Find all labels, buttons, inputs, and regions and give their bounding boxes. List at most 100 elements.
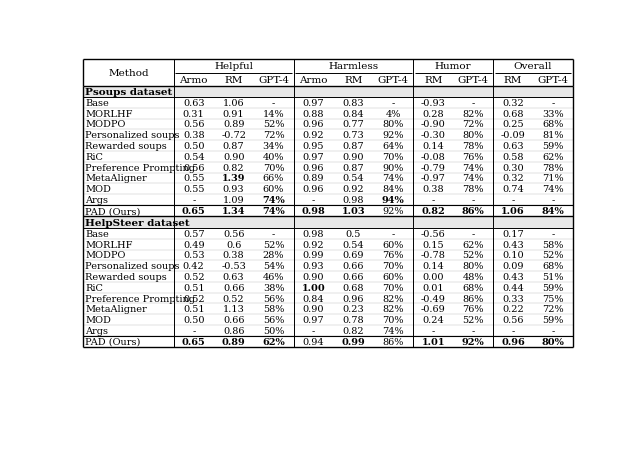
Text: 0.98: 0.98 <box>342 196 364 205</box>
Text: 62%: 62% <box>542 152 564 161</box>
Text: 0.00: 0.00 <box>422 272 444 281</box>
Text: -0.53: -0.53 <box>221 262 246 271</box>
Text: 0.97: 0.97 <box>303 152 324 161</box>
Text: -: - <box>472 229 475 238</box>
Text: -: - <box>551 326 555 335</box>
Text: 0.55: 0.55 <box>183 185 205 194</box>
Text: 0.50: 0.50 <box>183 142 205 151</box>
Text: 0.5: 0.5 <box>346 229 361 238</box>
Text: 0.28: 0.28 <box>422 109 444 119</box>
Text: -0.69: -0.69 <box>421 305 445 314</box>
Text: 0.73: 0.73 <box>342 131 364 140</box>
Text: 0.88: 0.88 <box>303 109 324 119</box>
Text: Psoups dataset: Psoups dataset <box>85 88 173 97</box>
Text: -0.09: -0.09 <box>500 131 525 140</box>
Text: 0.87: 0.87 <box>342 142 364 151</box>
Text: 0.65: 0.65 <box>182 207 205 216</box>
Text: 68%: 68% <box>542 262 564 271</box>
Text: 52%: 52% <box>542 251 564 260</box>
Text: MODPO: MODPO <box>85 120 126 129</box>
Text: HelpSteer dataset: HelpSteer dataset <box>85 218 190 227</box>
Text: 40%: 40% <box>263 152 284 161</box>
Text: -: - <box>392 229 395 238</box>
Text: 0.89: 0.89 <box>223 120 244 129</box>
Text: 86%: 86% <box>383 337 404 347</box>
Text: 70%: 70% <box>263 163 284 172</box>
Text: -: - <box>312 196 315 205</box>
Text: -: - <box>551 99 555 108</box>
Text: 50%: 50% <box>263 326 284 335</box>
Text: 60%: 60% <box>383 240 404 249</box>
Text: 0.92: 0.92 <box>303 131 324 140</box>
Text: 52%: 52% <box>462 316 484 325</box>
Text: 0.90: 0.90 <box>303 272 324 281</box>
Text: 0.89: 0.89 <box>303 174 324 183</box>
Text: -0.97: -0.97 <box>420 174 445 183</box>
Text: RM: RM <box>504 76 522 85</box>
Text: 72%: 72% <box>263 131 284 140</box>
Text: -: - <box>472 326 475 335</box>
Text: 0.77: 0.77 <box>342 120 364 129</box>
Text: -: - <box>472 196 475 205</box>
Text: 82%: 82% <box>383 294 404 303</box>
Text: 59%: 59% <box>542 283 564 292</box>
Text: 0.56: 0.56 <box>223 229 244 238</box>
Text: 4%: 4% <box>386 109 401 119</box>
Text: 0.52: 0.52 <box>183 272 205 281</box>
Text: 0.68: 0.68 <box>342 283 364 292</box>
Text: 0.93: 0.93 <box>303 262 324 271</box>
Text: 68%: 68% <box>463 283 484 292</box>
Text: 94%: 94% <box>382 196 404 205</box>
Text: 0.30: 0.30 <box>502 163 524 172</box>
Text: 0.22: 0.22 <box>502 305 524 314</box>
Text: 74%: 74% <box>262 196 285 205</box>
Text: 1.01: 1.01 <box>422 337 445 347</box>
Text: 52%: 52% <box>263 240 284 249</box>
Text: 0.66: 0.66 <box>342 272 364 281</box>
Text: -: - <box>392 99 395 108</box>
Text: 74%: 74% <box>383 326 404 335</box>
Text: 92%: 92% <box>461 337 484 347</box>
Text: 74%: 74% <box>462 163 484 172</box>
Text: 60%: 60% <box>263 185 284 194</box>
Text: -: - <box>551 196 555 205</box>
Text: 0.90: 0.90 <box>223 152 244 161</box>
Text: 0.6: 0.6 <box>226 240 241 249</box>
Text: 52%: 52% <box>462 251 484 260</box>
Text: RM: RM <box>424 76 442 85</box>
Text: 0.54: 0.54 <box>342 174 364 183</box>
Text: Armo: Armo <box>300 76 328 85</box>
Text: Base: Base <box>85 229 109 238</box>
Text: 0.66: 0.66 <box>223 283 244 292</box>
Text: 0.98: 0.98 <box>303 229 324 238</box>
Text: 0.32: 0.32 <box>502 99 524 108</box>
Text: 68%: 68% <box>542 120 564 129</box>
Text: 34%: 34% <box>263 142 284 151</box>
Text: 0.43: 0.43 <box>502 272 524 281</box>
Text: 0.99: 0.99 <box>303 251 324 260</box>
Text: Armo: Armo <box>179 76 208 85</box>
Text: -: - <box>431 326 435 335</box>
Text: 86%: 86% <box>463 294 484 303</box>
Text: 1.06: 1.06 <box>501 207 525 216</box>
Text: 0.31: 0.31 <box>183 109 205 119</box>
Text: RM: RM <box>225 76 243 85</box>
Text: 0.09: 0.09 <box>502 262 524 271</box>
Text: 0.66: 0.66 <box>342 262 364 271</box>
Text: 71%: 71% <box>542 174 564 183</box>
Text: 72%: 72% <box>542 305 564 314</box>
Text: 0.84: 0.84 <box>303 294 324 303</box>
Text: 0.50: 0.50 <box>183 316 205 325</box>
Text: -0.08: -0.08 <box>421 152 445 161</box>
Text: 0.55: 0.55 <box>183 174 205 183</box>
Text: 0.56: 0.56 <box>183 120 205 129</box>
Text: 0.15: 0.15 <box>422 240 444 249</box>
Text: 75%: 75% <box>542 294 564 303</box>
Text: 0.54: 0.54 <box>183 152 205 161</box>
Text: 0.32: 0.32 <box>502 174 524 183</box>
Text: 0.14: 0.14 <box>422 262 444 271</box>
Text: Base: Base <box>85 99 109 108</box>
Text: RiC: RiC <box>85 283 103 292</box>
Text: 0.25: 0.25 <box>502 120 524 129</box>
Text: -: - <box>192 196 195 205</box>
